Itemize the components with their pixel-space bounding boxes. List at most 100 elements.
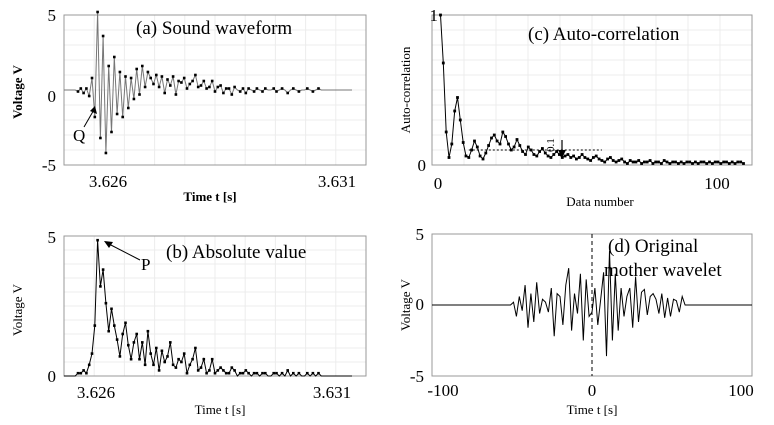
a-data-point: [280, 87, 284, 90]
b-annotation-p-arrowhead: [104, 241, 113, 248]
panel-b: (b) Absolute value 5 0 3.626 3.631 Time …: [10, 228, 367, 417]
c-data-point: [708, 160, 711, 164]
a-data-point: [208, 85, 211, 89]
a-xtick-3626: 3.626: [89, 172, 127, 191]
a-annotation-q: Q: [73, 126, 85, 145]
panel-d: (d) Original mother wavelet 5 0 -5 -100 …: [398, 225, 754, 417]
b-plot-frame: [63, 235, 367, 377]
c-data-point: [577, 156, 581, 159]
a-data-point: [149, 76, 152, 80]
c-annotation-arrowhead: [558, 150, 566, 158]
c-data-point: [685, 160, 689, 164]
b-data-point: [233, 369, 236, 372]
c-data-point: [532, 153, 536, 156]
b-data-point: [132, 341, 136, 344]
c-data-point: [507, 142, 510, 146]
c-data-point: [623, 160, 626, 164]
c-data-point: [560, 156, 564, 159]
b-data-point: [107, 329, 110, 333]
a-data-point: [180, 81, 183, 84]
a-data-point: [157, 85, 161, 89]
c-data-point: [699, 160, 703, 164]
a-data-point: [241, 87, 245, 90]
c-data-point: [592, 156, 595, 159]
a-data-point: [118, 70, 122, 74]
b-xtick-3631: 3.631: [313, 383, 351, 402]
c-data-point: [490, 136, 493, 140]
a-data-point: [99, 136, 102, 140]
a-data-point: [210, 79, 214, 83]
b-data-point: [205, 371, 208, 375]
b-data-point: [292, 371, 295, 375]
a-data-point: [247, 87, 250, 90]
c-data-point: [648, 159, 652, 162]
a-data-point: [292, 87, 295, 90]
c-data-point: [694, 160, 697, 164]
c-data-point: [645, 160, 649, 164]
c-data-point: [558, 153, 561, 156]
d-xtick-neg100: -100: [427, 381, 458, 400]
c-annotation-0.1: 0.1: [545, 138, 557, 152]
c-xtick-0: 0: [434, 174, 443, 193]
c-data-point: [484, 151, 488, 155]
c-data-point: [546, 154, 550, 158]
b-data-point: [146, 329, 150, 333]
c-data-point: [555, 150, 558, 153]
b-data-point: [76, 371, 80, 375]
a-data-point: [227, 87, 231, 90]
b-data-point: [171, 363, 175, 367]
b-data-point: [222, 369, 225, 372]
c-data-point: [651, 162, 655, 165]
a-annotation-q-arrowhead: [90, 106, 97, 114]
b-series-points: [76, 238, 320, 375]
b-grid: [64, 236, 366, 376]
a-data-point: [143, 85, 147, 89]
c-data-point: [552, 153, 556, 156]
b-data-point: [166, 355, 169, 358]
a-data-point: [163, 91, 166, 95]
c-data-point: [509, 148, 513, 152]
b-data-point: [261, 371, 264, 375]
d-xtick-0: 0: [588, 381, 597, 400]
a-data-point: [311, 90, 315, 93]
b-data-point: [196, 369, 200, 372]
a-data-point: [182, 76, 186, 80]
a-ytick-5: 5: [48, 6, 57, 25]
a-data-point: [121, 115, 124, 119]
a-data-point: [115, 112, 119, 116]
c-series-points: [439, 13, 745, 165]
a-data-point: [124, 75, 127, 78]
a-data-point: [171, 75, 175, 78]
c-data-point: [640, 162, 643, 165]
b-data-point: [157, 369, 161, 372]
b-data-point: [210, 357, 214, 361]
b-data-point: [194, 346, 197, 350]
a-data-point: [93, 115, 97, 119]
c-data-point: [727, 162, 731, 165]
c-data-point: [543, 151, 547, 155]
b-data-point: [101, 268, 105, 271]
c-data-point: [688, 160, 692, 164]
b-data-point: [213, 371, 217, 375]
c-data-point: [526, 145, 530, 149]
c-data-point: [713, 160, 717, 164]
b-data-point: [85, 371, 88, 375]
a-title: (a) Sound waveform: [136, 18, 292, 39]
a-data-point: [177, 79, 180, 83]
c-ytick-1: 1: [430, 6, 439, 25]
a-data-point: [138, 93, 141, 96]
b-data-point: [174, 366, 178, 369]
b-data-point: [230, 366, 234, 369]
c-data-point: [696, 162, 700, 165]
c-data-point: [458, 118, 462, 122]
a-data-point: [202, 79, 206, 83]
b-ytick-5: 5: [48, 228, 57, 247]
c-data-point: [600, 159, 604, 162]
b-data-point: [155, 346, 158, 350]
a-series-points: [76, 10, 320, 155]
c-data-point: [475, 145, 479, 149]
b-data-point: [138, 357, 141, 361]
c-ytick-0: 0: [418, 156, 427, 175]
a-ytick-0: 0: [48, 87, 57, 106]
